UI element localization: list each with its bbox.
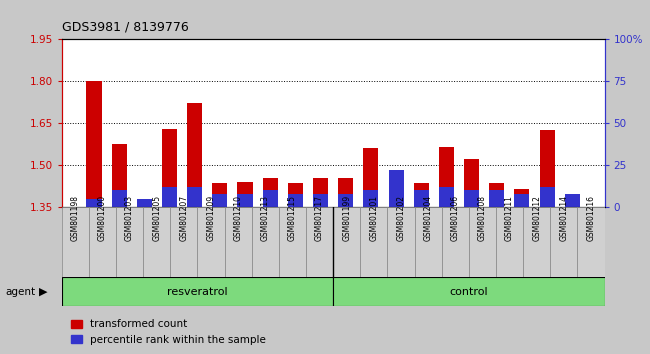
FancyBboxPatch shape (198, 207, 225, 278)
Bar (514, 189, 530, 207)
Bar (464, 159, 479, 207)
FancyBboxPatch shape (469, 207, 496, 278)
Text: ▶: ▶ (39, 287, 47, 297)
FancyBboxPatch shape (550, 207, 577, 278)
FancyBboxPatch shape (143, 207, 170, 278)
Text: GSM801204: GSM801204 (424, 195, 433, 241)
Bar (540, 187, 554, 207)
Bar (187, 103, 202, 207)
Text: GSM801213: GSM801213 (261, 195, 270, 241)
Bar (565, 194, 580, 207)
Bar (338, 178, 353, 207)
Text: GSM801206: GSM801206 (450, 195, 460, 241)
FancyBboxPatch shape (306, 207, 333, 278)
Bar (187, 187, 202, 207)
Bar (213, 194, 228, 207)
Bar (413, 190, 429, 207)
FancyBboxPatch shape (577, 207, 605, 278)
Bar (363, 148, 378, 207)
Text: GSM801198: GSM801198 (71, 195, 80, 241)
Text: GSM801211: GSM801211 (505, 195, 514, 241)
Bar (237, 194, 253, 207)
Text: GSM801216: GSM801216 (586, 195, 595, 241)
Bar (514, 194, 530, 207)
Bar (288, 183, 303, 207)
Text: GSM801209: GSM801209 (207, 195, 216, 241)
FancyBboxPatch shape (279, 207, 306, 278)
Bar (464, 190, 479, 207)
Text: GSM801208: GSM801208 (478, 195, 487, 241)
FancyBboxPatch shape (387, 207, 415, 278)
Bar (389, 170, 404, 207)
Text: GSM801214: GSM801214 (559, 195, 568, 241)
Bar (540, 130, 554, 207)
Bar (136, 199, 152, 207)
FancyBboxPatch shape (62, 207, 89, 278)
FancyBboxPatch shape (252, 207, 279, 278)
Bar (263, 178, 278, 207)
Text: GSM801202: GSM801202 (396, 195, 406, 241)
Text: GSM801203: GSM801203 (125, 195, 134, 241)
Bar (136, 201, 152, 207)
Bar (112, 190, 127, 207)
Text: GSM801205: GSM801205 (152, 195, 161, 241)
Bar (86, 81, 101, 207)
Text: resveratrol: resveratrol (167, 287, 228, 297)
Bar (439, 147, 454, 207)
Text: GSM801207: GSM801207 (179, 195, 188, 241)
Bar (86, 199, 101, 207)
Bar (162, 129, 177, 207)
FancyBboxPatch shape (496, 207, 523, 278)
Bar (313, 178, 328, 207)
Bar (439, 187, 454, 207)
Bar (313, 194, 328, 207)
Text: GSM801201: GSM801201 (369, 195, 378, 241)
Text: GDS3981 / 8139776: GDS3981 / 8139776 (62, 20, 188, 33)
Bar (338, 194, 353, 207)
Text: agent: agent (5, 287, 35, 297)
FancyBboxPatch shape (333, 277, 604, 306)
FancyBboxPatch shape (225, 207, 252, 278)
FancyBboxPatch shape (523, 207, 550, 278)
Bar (263, 190, 278, 207)
Bar (288, 194, 303, 207)
FancyBboxPatch shape (442, 207, 469, 278)
Text: GSM801199: GSM801199 (342, 195, 351, 241)
Legend: transformed count, percentile rank within the sample: transformed count, percentile rank withi… (67, 315, 270, 349)
FancyBboxPatch shape (89, 207, 116, 278)
Bar (389, 203, 404, 207)
Bar (162, 187, 177, 207)
Bar (363, 190, 378, 207)
Bar (112, 144, 127, 207)
FancyBboxPatch shape (333, 207, 360, 278)
Bar (413, 183, 429, 207)
FancyBboxPatch shape (170, 207, 198, 278)
Bar (489, 183, 504, 207)
Text: GSM801210: GSM801210 (233, 195, 242, 241)
Bar (489, 190, 504, 207)
Text: control: control (450, 287, 488, 297)
Text: GSM801212: GSM801212 (532, 195, 541, 241)
FancyBboxPatch shape (415, 207, 442, 278)
Text: GSM801200: GSM801200 (98, 195, 107, 241)
FancyBboxPatch shape (62, 277, 333, 306)
Bar (213, 183, 228, 207)
Bar (237, 182, 253, 207)
Bar (565, 197, 580, 207)
Text: GSM801215: GSM801215 (288, 195, 297, 241)
Text: GSM801217: GSM801217 (315, 195, 324, 241)
FancyBboxPatch shape (116, 207, 143, 278)
FancyBboxPatch shape (360, 207, 387, 278)
